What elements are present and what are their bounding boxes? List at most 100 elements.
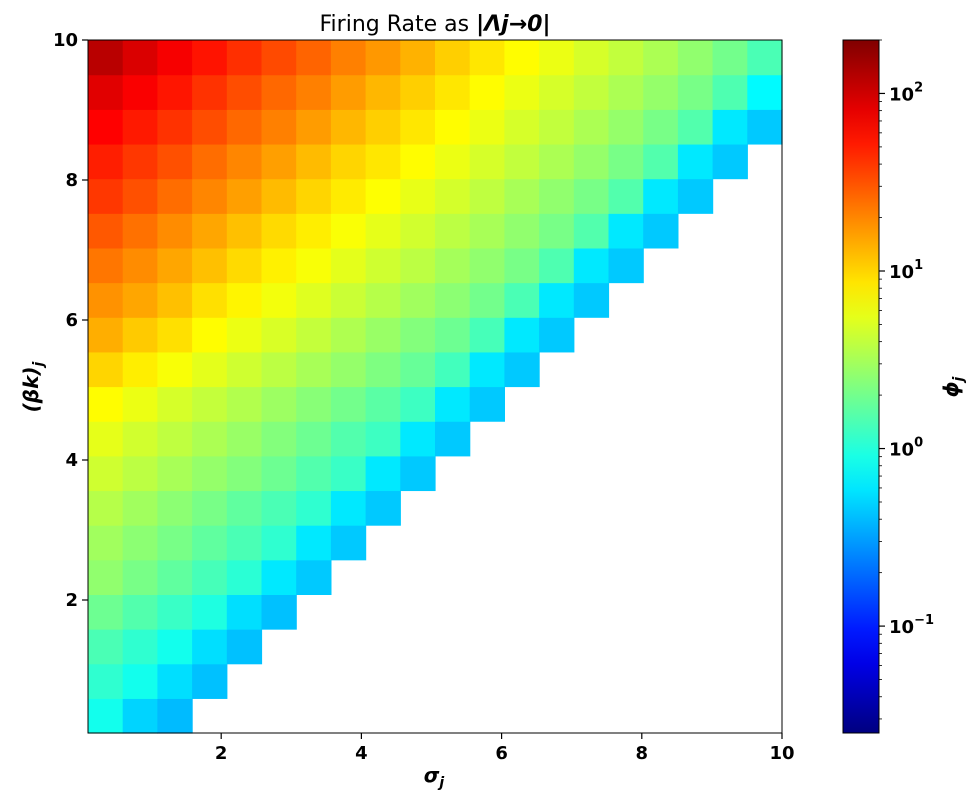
- y-axis: 2 4 6 8 10: [53, 30, 88, 611]
- heatmap-cell: [712, 109, 748, 145]
- heatmap-cell: [157, 525, 193, 561]
- heatmap-cell: [122, 663, 158, 699]
- heatmap-cell: [261, 455, 297, 492]
- heatmap-cell: [504, 178, 540, 214]
- heatmap-cell: [261, 143, 297, 180]
- heatmap-cell: [504, 282, 540, 318]
- heatmap-cell: [435, 317, 471, 353]
- heatmap-cell: [192, 143, 228, 180]
- heatmap-cell: [643, 74, 679, 110]
- heatmap-cell: [330, 40, 367, 76]
- heatmap-cell: [226, 386, 263, 422]
- heatmap-cell: [88, 698, 124, 734]
- heatmap-cell: [157, 317, 193, 353]
- heatmap-cell: [573, 109, 610, 145]
- x-axis-label: σj: [424, 763, 445, 791]
- x-tick-label: 2: [215, 743, 228, 764]
- heatmap-cell: [608, 247, 644, 284]
- heatmap-cell: [469, 317, 505, 353]
- heatmap-cell: [261, 386, 297, 422]
- heatmap-cell: [88, 317, 124, 353]
- heatmap-cell: [400, 143, 436, 180]
- heatmap-cell: [88, 40, 124, 76]
- heatmap-cell: [330, 213, 367, 249]
- heatmap-cell: [192, 629, 228, 665]
- heatmap-cell: [296, 40, 332, 76]
- heatmap-cell: [122, 178, 158, 214]
- heatmap-cell: [365, 143, 401, 180]
- heatmap-cell: [261, 40, 297, 76]
- heatmap-cell: [330, 386, 367, 422]
- heatmap-cells: [88, 40, 783, 734]
- heatmap-cell: [435, 213, 471, 249]
- heatmap-cell: [192, 386, 228, 422]
- heatmap-cell: [226, 74, 263, 110]
- heatmap-cell: [539, 40, 575, 76]
- heatmap-cell: [157, 629, 193, 665]
- heatmap-cell: [435, 386, 471, 422]
- heatmap-cell: [469, 247, 505, 284]
- heatmap-cell: [747, 40, 783, 76]
- heatmap-cell: [226, 143, 263, 180]
- heatmap-cell: [261, 594, 297, 630]
- heatmap-cell: [88, 213, 124, 249]
- heatmap-cell: [192, 490, 228, 526]
- heatmap-cell: [192, 594, 228, 630]
- heatmap-cell: [192, 525, 228, 561]
- heatmap-cell: [122, 40, 158, 76]
- heatmap-cell: [192, 247, 228, 284]
- heatmap-cell: [435, 178, 471, 214]
- heatmap-cell: [677, 109, 714, 145]
- heatmap-cell: [365, 386, 401, 422]
- heatmap-cell: [192, 421, 228, 457]
- heatmap-cell: [157, 351, 193, 388]
- plot-frame: [87, 39, 783, 734]
- heatmap-cell: [330, 247, 367, 284]
- heatmap-cell: [330, 178, 367, 214]
- y-tick-label: 8: [65, 170, 78, 191]
- heatmap-cell: [296, 525, 332, 561]
- heatmap-cell: [296, 455, 332, 492]
- heatmap-cell: [677, 178, 714, 214]
- heatmap-cell: [504, 74, 540, 110]
- heatmap-cell: [88, 594, 124, 630]
- heatmap-cell: [539, 282, 575, 318]
- heatmap-cell: [365, 247, 401, 284]
- colorbar-tick-label: 101: [889, 258, 923, 283]
- x-tick-label: 4: [355, 743, 368, 764]
- heatmap-cell: [226, 282, 263, 318]
- heatmap-cell: [88, 490, 124, 526]
- heatmap-cell: [226, 247, 263, 284]
- heatmap-cell: [677, 143, 714, 180]
- heatmap-cell: [192, 351, 228, 388]
- heatmap-cell: [296, 213, 332, 249]
- heatmap-cell: [573, 74, 610, 110]
- heatmap-cell: [88, 629, 124, 665]
- heatmap-cell: [192, 213, 228, 249]
- heatmap-cell: [296, 282, 332, 318]
- heatmap-cell: [261, 247, 297, 284]
- heatmap-cell: [88, 143, 124, 180]
- heatmap-cell: [400, 386, 436, 422]
- heatmap-cell: [608, 74, 644, 110]
- heatmap-cell: [226, 559, 263, 595]
- heatmap-cell: [226, 490, 263, 526]
- heatmap-cell: [157, 698, 193, 734]
- heatmap-cell: [88, 247, 124, 284]
- heatmap-cell: [573, 40, 610, 76]
- y-tick-label: 6: [65, 310, 78, 331]
- heatmap-cell: [435, 40, 471, 76]
- heatmap-cell: [157, 143, 193, 180]
- heatmap-cell: [122, 490, 158, 526]
- heatmap-cell: [400, 40, 436, 76]
- heatmap-cell: [573, 247, 610, 284]
- heatmap-cell: [88, 455, 124, 492]
- colorbar-label: ϕj: [939, 376, 967, 397]
- heatmap-cell: [435, 421, 471, 457]
- heatmap-cell: [296, 317, 332, 353]
- heatmap-cell: [261, 109, 297, 145]
- heatmap-cell: [261, 213, 297, 249]
- heatmap-cell: [157, 386, 193, 422]
- heatmap-cell: [226, 109, 263, 145]
- heatmap-cell: [261, 490, 297, 526]
